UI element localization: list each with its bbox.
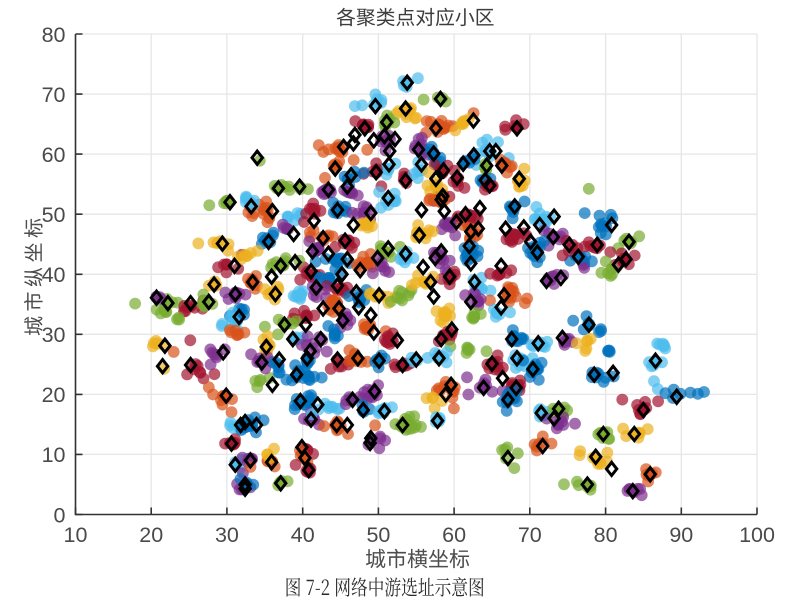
svg-text:70: 70 (42, 83, 66, 107)
svg-text:30: 30 (215, 523, 239, 547)
svg-text:40: 40 (291, 523, 315, 547)
svg-text:90: 90 (669, 523, 693, 547)
svg-text:60: 60 (42, 143, 66, 167)
svg-text:30: 30 (42, 323, 66, 347)
svg-text:40: 40 (42, 263, 66, 287)
svg-text:10: 10 (42, 443, 66, 467)
svg-text:70: 70 (518, 523, 542, 547)
svg-text:10: 10 (64, 523, 88, 547)
svg-text:50: 50 (42, 203, 66, 227)
svg-text:20: 20 (42, 383, 66, 407)
svg-text:20: 20 (139, 523, 163, 547)
svg-text:60: 60 (442, 523, 466, 547)
svg-text:100: 100 (739, 523, 775, 547)
svg-text:80: 80 (594, 523, 618, 547)
svg-text:50: 50 (366, 523, 390, 547)
svg-text:0: 0 (54, 503, 66, 527)
svg-text:80: 80 (42, 23, 66, 47)
